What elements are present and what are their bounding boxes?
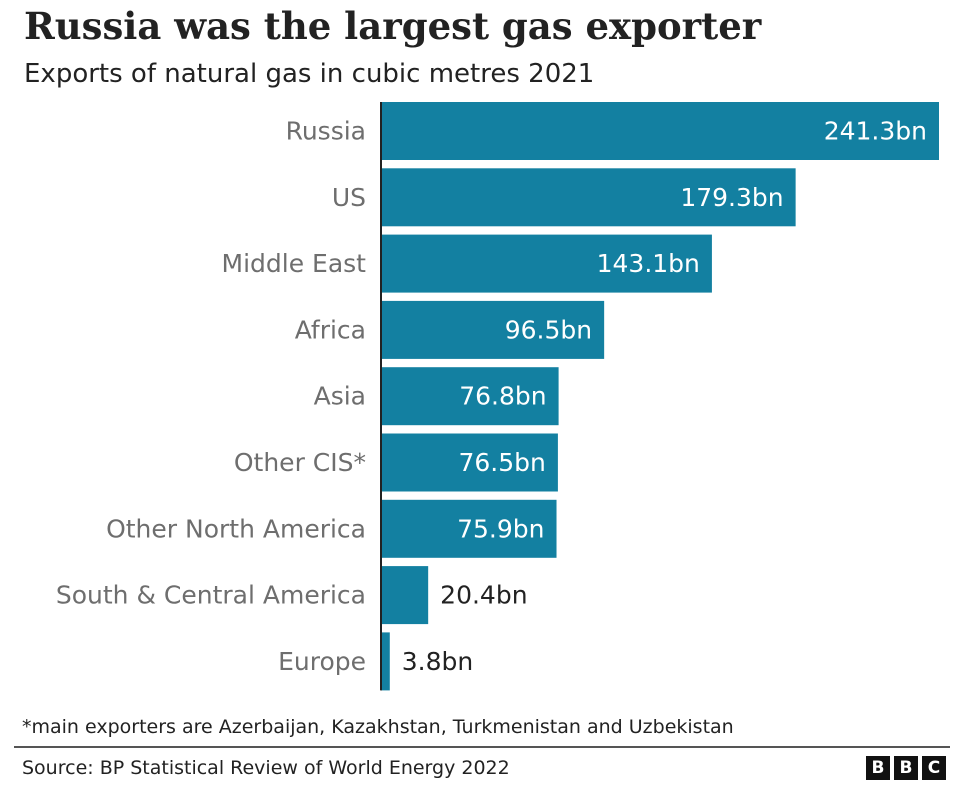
bbc-logo: B B C [866,756,946,780]
bar [381,102,939,160]
category-label: Other CIS* [234,448,366,477]
data-label: 3.8bn [402,647,473,676]
chart-title: Russia was the largest gas exporter [24,4,762,48]
data-label: 96.5bn [505,315,592,344]
data-label: 179.3bn [680,183,783,212]
category-label: Russia [286,117,366,146]
data-label: 76.5bn [459,448,546,477]
category-label: Africa [295,315,366,344]
data-label: 241.3bn [824,117,927,146]
data-label: 143.1bn [597,249,700,278]
footer-divider [14,746,950,748]
bbc-logo-letter: B [894,756,918,780]
bar [381,499,557,558]
category-label: Europe [278,647,366,676]
category-label: Other North America [106,514,366,543]
data-label: 76.8bn [459,382,546,411]
footnote: *main exporters are Azerbaijan, Kazakhst… [22,716,734,738]
bar [381,632,390,691]
bar [381,433,558,492]
category-label: US [332,183,366,212]
bar [381,300,605,359]
category-label: Middle East [222,249,367,278]
bar [381,367,559,426]
data-label: 20.4bn [440,581,527,610]
category-label: South & Central America [56,581,366,610]
bar [381,168,796,227]
category-label: Asia [314,382,366,411]
chart-subtitle: Exports of natural gas in cubic metres 2… [24,59,595,89]
bbc-logo-letter: C [922,756,946,780]
source-note: Source: BP Statistical Review of World E… [22,757,510,779]
bar-chart: Russia 241.3bn US 179.3bn Middle East 143.1bn… [56,102,939,691]
bbc-logo-letter: B [866,756,890,780]
bar [381,234,712,293]
data-label: 75.9bn [457,514,544,543]
bar [381,566,429,625]
